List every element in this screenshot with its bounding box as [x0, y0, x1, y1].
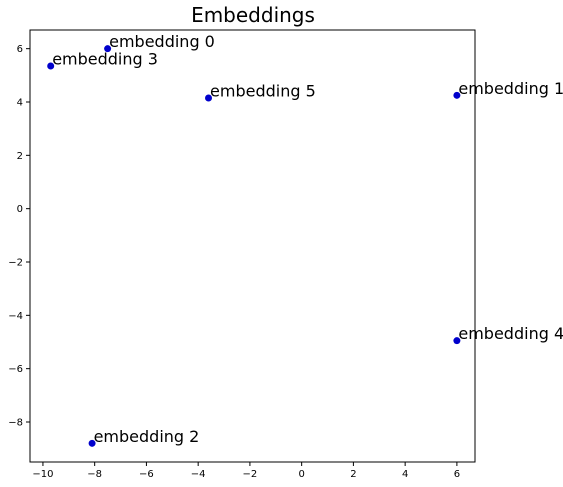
- x-tick-label: 4: [402, 469, 408, 480]
- scatter-point: [453, 337, 461, 345]
- x-tick-label: 0: [298, 469, 304, 480]
- y-tick-label: 0: [17, 204, 23, 215]
- scatter-points: embedding 0 embedding 1 embedding 2 embeddi…: [47, 32, 563, 447]
- plot-area: [29, 29, 476, 463]
- scatter-point: [88, 439, 96, 447]
- x-tick-label: −2: [243, 469, 258, 480]
- y-tick-label: −8: [8, 418, 23, 429]
- point-label: embedding 4: [458, 324, 563, 343]
- scatter-point: [453, 91, 461, 99]
- y-tick-label: 6: [17, 44, 23, 55]
- x-tick-label: 2: [350, 469, 356, 480]
- scatter-point: [47, 62, 55, 70]
- point-label: embedding 0: [109, 32, 215, 51]
- point-label: embedding 2: [94, 427, 200, 446]
- x-tick-label: −4: [191, 469, 206, 480]
- scatter-point: [104, 45, 112, 53]
- scatter-point: [205, 94, 213, 102]
- y-axis: −8 −6 −4 −2 0 2 4 6: [8, 44, 30, 429]
- y-tick-label: −2: [8, 258, 23, 269]
- x-tick-label: −10: [32, 469, 53, 480]
- x-axis: −10 −8 −6 −4 −2 0 2 4 6: [32, 462, 460, 480]
- x-tick-label: −6: [139, 469, 154, 480]
- x-tick-label: −8: [87, 469, 102, 480]
- point-label: embedding 1: [458, 79, 563, 98]
- x-tick-label: 6: [454, 469, 460, 480]
- point-label: embedding 5: [210, 82, 316, 101]
- y-tick-label: 2: [17, 151, 23, 162]
- y-tick-label: −4: [8, 311, 23, 322]
- point-label: embedding 3: [52, 50, 158, 69]
- y-tick-label: −6: [8, 364, 23, 375]
- chart-title: Embeddings: [191, 3, 315, 27]
- y-tick-label: 4: [17, 98, 23, 109]
